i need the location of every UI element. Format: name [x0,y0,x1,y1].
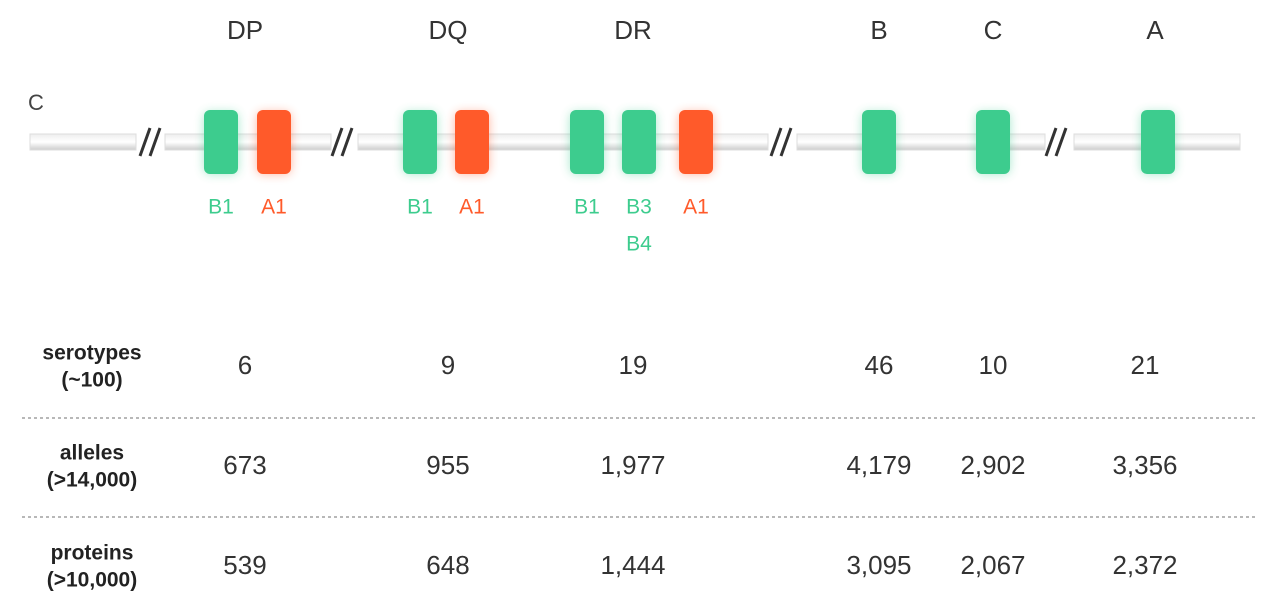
cell: 21 [1131,350,1160,380]
cell: 648 [426,550,469,580]
gene [204,110,238,174]
gene-label: B1 [407,196,433,219]
cell: 3,356 [1112,450,1177,480]
gene-label: A1 [261,196,287,219]
gene-label: B4 [626,233,652,256]
cell: 955 [426,450,469,480]
cell: 10 [979,350,1008,380]
locus-name: A [1146,15,1164,45]
cell: 19 [619,350,648,380]
cell: 6 [238,350,252,380]
row-label: proteins [51,542,134,565]
row-label: alleles [60,442,124,465]
gene-label: A1 [459,196,485,219]
cell: 1,444 [600,550,665,580]
cell: 9 [441,350,455,380]
locus-name: B [870,15,887,45]
row-label: (>10,000) [47,569,137,592]
gene-label: B1 [208,196,234,219]
gene [455,110,489,174]
cell: 2,372 [1112,550,1177,580]
gene [862,110,896,174]
gene [257,110,291,174]
cell: 3,095 [846,550,911,580]
cell: 1,977 [600,450,665,480]
cell: 4,179 [846,450,911,480]
gene [679,110,713,174]
gene [403,110,437,174]
cell: 46 [865,350,894,380]
cell: 673 [223,450,266,480]
locus-name: DR [614,15,652,45]
row-label: serotypes [42,342,141,365]
gene-label: A1 [683,196,709,219]
row-separators [22,417,1258,518]
gene [622,110,656,174]
gene [1141,110,1175,174]
cell: 2,902 [960,450,1025,480]
gene [570,110,604,174]
locus-name: DP [227,15,263,45]
row-label: (~100) [61,369,122,392]
row-label: (>14,000) [47,469,137,492]
locus-name: DQ [429,15,468,45]
gene-label: B1 [574,196,600,219]
cell: 2,067 [960,550,1025,580]
cell: 539 [223,550,266,580]
chromosome-label: C [28,90,44,115]
gene [976,110,1010,174]
locus-name: C [984,15,1003,45]
gene-label: B3 [626,196,652,219]
